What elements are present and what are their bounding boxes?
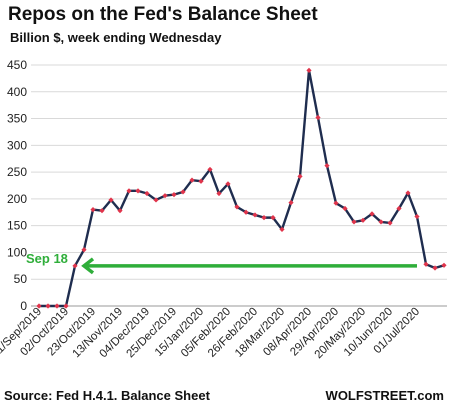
data-point	[90, 207, 96, 213]
gridlines	[31, 64, 447, 280]
data-point	[270, 215, 276, 221]
data-point	[36, 303, 42, 309]
data-point	[432, 265, 438, 271]
data-point	[261, 215, 267, 221]
data-point	[315, 114, 321, 121]
data-point	[171, 192, 177, 198]
y-tick-label: 250	[7, 165, 27, 179]
data-point	[243, 209, 249, 215]
data-point	[198, 178, 204, 184]
data-point	[45, 303, 51, 309]
data-point	[81, 247, 87, 253]
y-tick-label: 300	[7, 138, 27, 152]
data-point	[225, 181, 231, 187]
data-point	[234, 204, 240, 210]
data-point	[423, 261, 429, 267]
y-tick-label: 450	[7, 58, 27, 72]
chart-subtitle: Billion $, week ending Wednesday	[10, 30, 222, 45]
data-point	[360, 217, 366, 223]
data-point	[207, 166, 213, 173]
brand-label: WOLFSTREET.com	[325, 388, 444, 403]
y-tick-label: 350	[7, 112, 27, 126]
data-point	[297, 173, 303, 179]
data-point	[99, 208, 105, 214]
data-point	[387, 220, 393, 226]
data-point	[252, 212, 258, 218]
data-point	[414, 213, 420, 220]
annotation-label: Sep 18	[26, 251, 68, 266]
data-point	[441, 262, 447, 268]
series-group	[36, 67, 447, 309]
data-point	[378, 219, 384, 225]
data-point	[54, 303, 60, 309]
data-point	[72, 263, 78, 269]
y-tick-label: 150	[7, 219, 27, 233]
data-point	[324, 163, 330, 169]
data-point	[189, 177, 195, 183]
annotation-group: Sep 18	[26, 251, 417, 275]
annotation-arrowhead	[81, 257, 95, 275]
data-point	[126, 188, 132, 194]
data-point	[279, 226, 285, 233]
data-point	[162, 193, 168, 199]
y-tick-label: 0	[20, 299, 27, 313]
data-point	[180, 189, 186, 195]
data-point	[306, 67, 312, 73]
y-tick-label: 50	[14, 272, 28, 286]
line-chart: 0 50 100 150 200 250 300 350 400 450 Sep 18 11/Se…	[0, 58, 447, 362]
y-tick-label: 200	[7, 192, 27, 206]
y-axis-tick-labels: 0 50 100 150 200 250 300 350 400 450	[7, 58, 27, 313]
y-tick-label: 400	[7, 85, 27, 99]
x-axis-tick-labels: 11/Sep/201902/Oct/201923/Oct/201913/Nov/…	[0, 306, 422, 362]
data-point	[108, 197, 114, 203]
data-point	[405, 190, 411, 196]
data-point	[63, 303, 69, 309]
data-point	[117, 208, 123, 214]
data-point	[351, 219, 357, 225]
data-point	[135, 188, 141, 194]
series-line	[39, 69, 445, 308]
chart-title: Repos on the Fed's Balance Sheet	[8, 4, 318, 25]
data-point	[144, 190, 150, 197]
data-point	[369, 211, 375, 217]
data-point	[342, 205, 348, 212]
source-note: Source: Fed H.4.1. Balance Sheet	[4, 388, 210, 403]
y-tick-label: 100	[7, 245, 27, 259]
data-point	[396, 205, 402, 212]
data-point	[333, 200, 339, 206]
data-point	[216, 190, 222, 197]
data-point	[153, 197, 159, 203]
data-point	[288, 200, 294, 206]
